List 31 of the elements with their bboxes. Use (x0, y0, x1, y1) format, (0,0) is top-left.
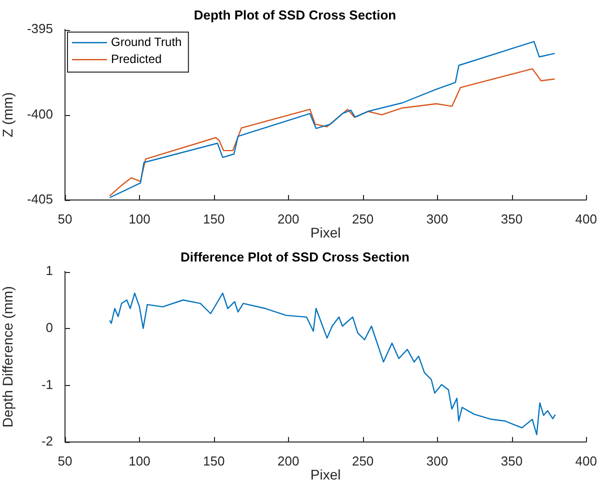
x-tick-label: 100 (128, 211, 150, 226)
x-tick-label: 250 (352, 453, 374, 468)
x-axis-title: Pixel (310, 466, 341, 482)
x-tick-label: 200 (278, 211, 300, 226)
y-tick-label: 1 (46, 263, 53, 278)
y-tick-label: -405 (26, 192, 53, 207)
x-tick-label: 300 (426, 211, 448, 226)
x-tick-label: 250 (352, 211, 374, 226)
legend-label: Ground Truth (111, 34, 182, 49)
x-tick-label: 50 (58, 211, 72, 226)
y-tick-label: -1 (41, 376, 53, 392)
x-axis-title: Pixel (310, 224, 341, 240)
chart-title: Difference Plot of SSD Cross Section (180, 249, 410, 264)
y-tick-label: -400 (26, 106, 53, 122)
y-tick-label: -395 (26, 21, 53, 36)
x-tick-label: 100 (128, 453, 150, 468)
x-tick-label: 350 (500, 211, 523, 226)
x-tick-label: 350 (500, 453, 523, 468)
y-axis-title: Z (mm) (0, 92, 16, 138)
x-tick-label: 300 (426, 453, 448, 468)
y-axis-title: Depth Difference (mm) (0, 286, 16, 428)
y-tick-label: 0 (46, 320, 53, 335)
x-tick-label: 400 (575, 211, 598, 226)
x-tick-label: 50 (58, 453, 72, 468)
legend-label: Predicted (111, 52, 162, 66)
x-tick-label: 150 (203, 211, 225, 226)
chart-title: Depth Plot of SSD Cross Section (194, 7, 396, 22)
x-tick-label: 150 (203, 453, 225, 468)
x-tick-label: 200 (278, 453, 300, 468)
y-tick-label: -2 (41, 434, 53, 449)
x-tick-label: 400 (575, 453, 598, 468)
